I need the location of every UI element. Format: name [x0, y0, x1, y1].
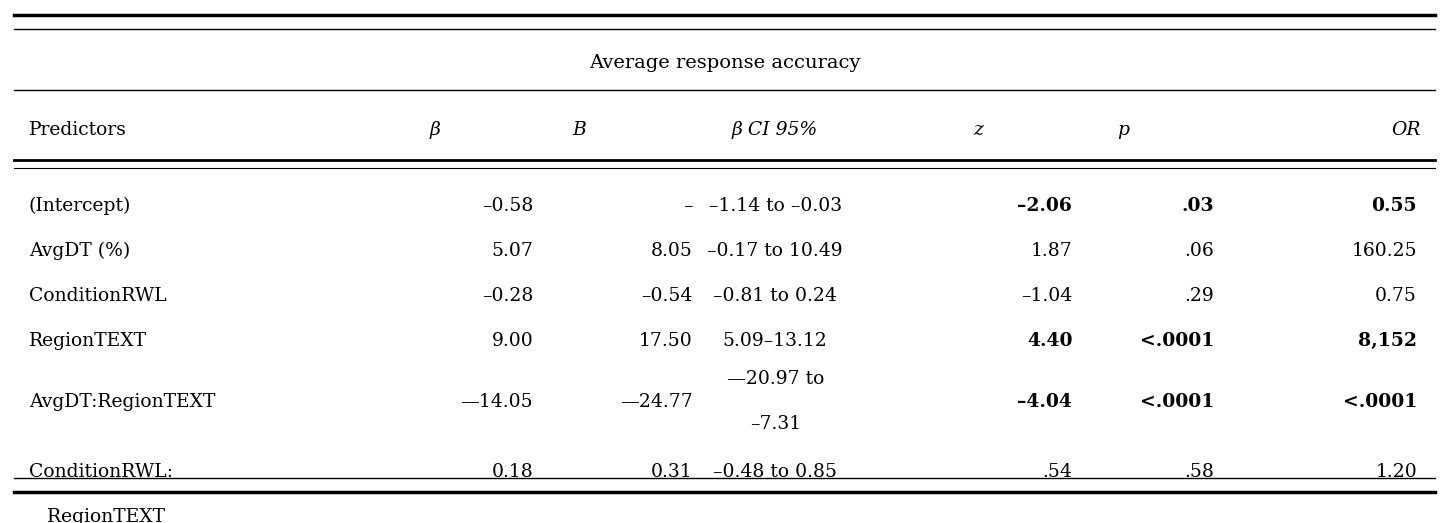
Text: –: – [682, 197, 693, 215]
Text: 1.20: 1.20 [1375, 463, 1417, 481]
Text: 9.00: 9.00 [491, 332, 533, 350]
Text: 1.87: 1.87 [1030, 242, 1072, 260]
Text: .03: .03 [1181, 197, 1214, 215]
Text: 5.07: 5.07 [491, 242, 533, 260]
Text: (Intercept): (Intercept) [29, 197, 132, 215]
Text: RegionTEXT: RegionTEXT [29, 332, 146, 350]
Text: –0.81 to 0.24: –0.81 to 0.24 [713, 287, 838, 305]
Text: –0.17 to 10.49: –0.17 to 10.49 [707, 242, 843, 260]
Text: 0.75: 0.75 [1375, 287, 1417, 305]
Text: AvgDT (%): AvgDT (%) [29, 242, 130, 260]
Text: z: z [974, 121, 982, 140]
Text: 160.25: 160.25 [1352, 242, 1417, 260]
Text: –1.14 to –0.03: –1.14 to –0.03 [709, 197, 842, 215]
Text: OR: OR [1391, 121, 1420, 140]
Text: <.0001: <.0001 [1140, 332, 1214, 350]
Text: .06: .06 [1184, 242, 1214, 260]
Text: –0.54: –0.54 [642, 287, 693, 305]
Text: –0.58: –0.58 [483, 197, 533, 215]
Text: ConditionRWL:: ConditionRWL: [29, 463, 172, 481]
Text: .29: .29 [1184, 287, 1214, 305]
Text: RegionTEXT: RegionTEXT [29, 508, 165, 523]
Text: –7.31: –7.31 [749, 415, 801, 433]
Text: 8.05: 8.05 [651, 242, 693, 260]
Text: 8,152: 8,152 [1358, 332, 1417, 350]
Text: B: B [572, 121, 587, 140]
Text: .58: .58 [1184, 463, 1214, 481]
Text: β CI 95%: β CI 95% [732, 121, 819, 140]
Text: 4.40: 4.40 [1027, 332, 1072, 350]
Text: —14.05: —14.05 [461, 393, 533, 411]
Text: –0.28: –0.28 [483, 287, 533, 305]
Text: ConditionRWL: ConditionRWL [29, 287, 167, 305]
Text: Average response accuracy: Average response accuracy [588, 54, 861, 72]
Text: Predictors: Predictors [29, 121, 128, 140]
Text: –4.04: –4.04 [1017, 393, 1072, 411]
Text: –2.06: –2.06 [1017, 197, 1072, 215]
Text: –0.48 to 0.85: –0.48 to 0.85 [713, 463, 838, 481]
Text: 0.55: 0.55 [1372, 197, 1417, 215]
Text: 0.31: 0.31 [651, 463, 693, 481]
Text: AvgDT:RegionTEXT: AvgDT:RegionTEXT [29, 393, 216, 411]
Text: β: β [429, 121, 440, 140]
Text: 0.18: 0.18 [491, 463, 533, 481]
Text: –1.04: –1.04 [1022, 287, 1072, 305]
Text: <.0001: <.0001 [1343, 393, 1417, 411]
Text: p: p [1117, 121, 1129, 140]
Text: —20.97 to: —20.97 to [726, 370, 824, 388]
Text: <.0001: <.0001 [1140, 393, 1214, 411]
Text: 5.09–13.12: 5.09–13.12 [723, 332, 827, 350]
Text: 17.50: 17.50 [639, 332, 693, 350]
Text: .54: .54 [1042, 463, 1072, 481]
Text: —24.77: —24.77 [620, 393, 693, 411]
